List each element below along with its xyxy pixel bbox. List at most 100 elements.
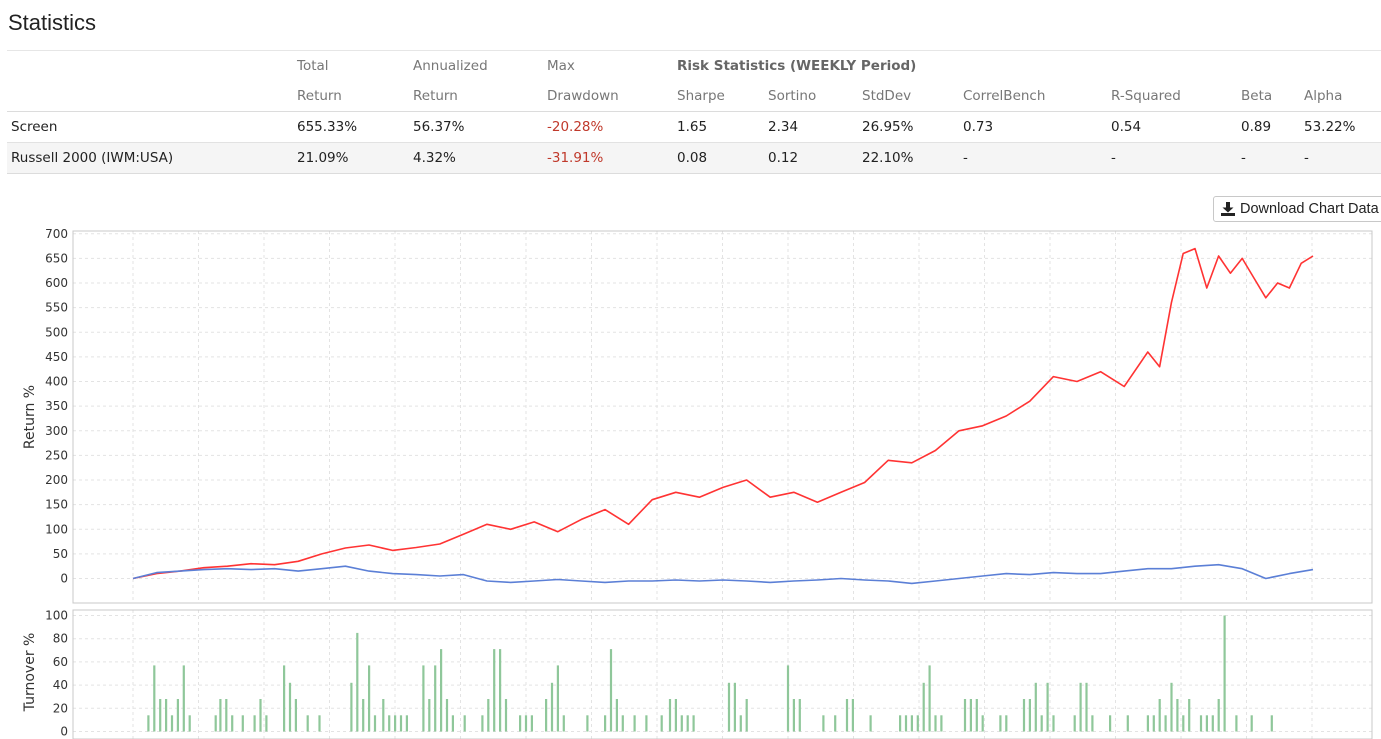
turnover-bar bbox=[845, 699, 849, 732]
turnover-bar bbox=[792, 699, 795, 732]
turnover-bar bbox=[556, 665, 559, 732]
risk-statistics-header: Risk Statistics (WEEKLY Period) bbox=[677, 58, 917, 74]
turnover-bar bbox=[562, 715, 565, 732]
turnover-bar bbox=[170, 715, 174, 732]
turnover-bar bbox=[451, 715, 454, 732]
turnover-bar bbox=[834, 715, 837, 732]
turnover-bar bbox=[288, 682, 292, 732]
turnover-bar bbox=[294, 699, 297, 732]
header-cell: Annualized bbox=[413, 58, 488, 74]
turnover-bar bbox=[692, 715, 695, 732]
header-cell: Return bbox=[297, 81, 413, 112]
turnover-bar bbox=[963, 699, 967, 732]
turnover-bar bbox=[481, 715, 484, 732]
turnover-bar bbox=[356, 632, 359, 732]
turnover-bar bbox=[869, 715, 872, 732]
turnover-bar bbox=[1034, 682, 1037, 732]
header-row-top: Total Annualized Max Risk Statistics (WE… bbox=[7, 50, 1381, 82]
alpha-cell: 53.22% bbox=[1304, 111, 1381, 143]
header-cell: Drawdown bbox=[547, 81, 677, 112]
max-drawdown-cell: -20.28% bbox=[547, 111, 677, 143]
table-row: Screen 655.33% 56.37% -20.28% 1.65 2.34 … bbox=[7, 111, 1381, 143]
table-row: Russell 2000 (IWM:USA) 21.09% 4.32% -31.… bbox=[7, 142, 1381, 174]
turnover-bar bbox=[362, 699, 365, 732]
header-row-bottom: Return Return Drawdown Sharpe Sortino St… bbox=[7, 81, 1381, 112]
turnover-bar bbox=[981, 715, 984, 732]
turnover-bar bbox=[487, 699, 490, 732]
turnover-bar bbox=[609, 649, 613, 732]
turnover-bar bbox=[1126, 715, 1129, 732]
turnover-bar bbox=[499, 649, 502, 732]
turnover-bar bbox=[674, 699, 677, 732]
turnover-bar bbox=[1217, 699, 1220, 732]
max-drawdown-cell: -31.91% bbox=[547, 142, 677, 174]
turnover-bar bbox=[739, 715, 742, 732]
row-name: Russell 2000 (IWM:USA) bbox=[7, 142, 297, 174]
turnover-bar bbox=[1199, 715, 1203, 732]
turnover-bar bbox=[1022, 699, 1026, 732]
turnover-bar bbox=[434, 665, 437, 732]
return-grid bbox=[73, 231, 1372, 603]
turnover-bar bbox=[440, 649, 443, 732]
return-tick-label: 150 bbox=[45, 498, 68, 512]
turnover-bar bbox=[214, 715, 217, 732]
return-tick-label: 550 bbox=[45, 301, 68, 315]
turnover-bar bbox=[660, 715, 663, 732]
turnover-bar bbox=[1152, 715, 1155, 732]
turnover-bar bbox=[1158, 699, 1161, 732]
turnover-bar bbox=[1170, 682, 1173, 732]
turnover-bar bbox=[1028, 699, 1031, 732]
turnover-plot-frame bbox=[72, 609, 1373, 739]
turnover-bar bbox=[399, 715, 403, 732]
total-return-cell: 655.33% bbox=[297, 111, 413, 143]
rsquared-cell: - bbox=[1111, 142, 1241, 174]
return-tick-label: 50 bbox=[53, 547, 68, 561]
turnover-bar bbox=[545, 699, 548, 732]
turnover-bar bbox=[188, 715, 191, 732]
turnover-tick-label: 100 bbox=[45, 609, 68, 623]
turnover-tick-label: 80 bbox=[53, 632, 68, 646]
stddev-cell: 22.10% bbox=[862, 142, 963, 174]
turnover-bar bbox=[445, 699, 449, 732]
return-series bbox=[132, 247, 1314, 585]
header-cell: Alpha bbox=[1304, 81, 1381, 112]
turnover-bar bbox=[621, 715, 624, 732]
turnover-bar bbox=[165, 699, 168, 732]
screen-series-line bbox=[132, 247, 1314, 580]
download-chart-data-button[interactable]: Download Chart Data bbox=[1213, 196, 1381, 222]
turnover-bar bbox=[147, 715, 150, 732]
header-cell: R-Squared bbox=[1111, 81, 1241, 112]
turnover-bar bbox=[1005, 715, 1008, 732]
turnover-y-ticks: 0 20 40 60 80 100 bbox=[45, 609, 68, 739]
sharpe-cell: 1.65 bbox=[677, 111, 768, 143]
turnover-bar bbox=[904, 715, 908, 732]
turnover-bar bbox=[633, 715, 636, 732]
turnover-bar bbox=[382, 699, 385, 732]
annualized-return-cell: 4.32% bbox=[413, 142, 547, 174]
return-tick-label: 200 bbox=[45, 473, 68, 487]
return-tick-label: 350 bbox=[45, 399, 68, 413]
turnover-bar bbox=[265, 715, 268, 732]
return-chart: 0 50 100 150 200 250 300 350 400 450 500 550 600 650 7… bbox=[22, 227, 1373, 604]
turnover-bar bbox=[159, 699, 162, 732]
turnover-bar bbox=[1091, 715, 1094, 732]
turnover-bar bbox=[350, 682, 353, 732]
header-cell: Beta bbox=[1241, 81, 1304, 112]
sortino-cell: 0.12 bbox=[768, 142, 862, 174]
stddev-cell: 26.95% bbox=[862, 111, 963, 143]
turnover-bar bbox=[969, 699, 972, 732]
turnover-bar bbox=[1073, 715, 1076, 732]
header-cell: CorrelBench bbox=[963, 81, 1111, 112]
beta-cell: 0.89 bbox=[1241, 111, 1304, 143]
turnover-bar bbox=[176, 699, 179, 732]
return-y-ticks: 0 50 100 150 200 250 300 350 400 450 500 550 600 650 7… bbox=[45, 227, 68, 586]
turnover-y-axis-label: Turnover % bbox=[22, 633, 38, 713]
return-plot-frame bbox=[72, 230, 1373, 604]
turnover-bar bbox=[463, 715, 466, 732]
turnover-bar bbox=[1146, 715, 1149, 732]
turnover-bar bbox=[1188, 699, 1191, 732]
turnover-bar bbox=[1182, 715, 1185, 732]
return-tick-label: 500 bbox=[45, 325, 68, 339]
return-tick-label: 0 bbox=[60, 572, 68, 586]
turnover-bar bbox=[1046, 682, 1049, 732]
